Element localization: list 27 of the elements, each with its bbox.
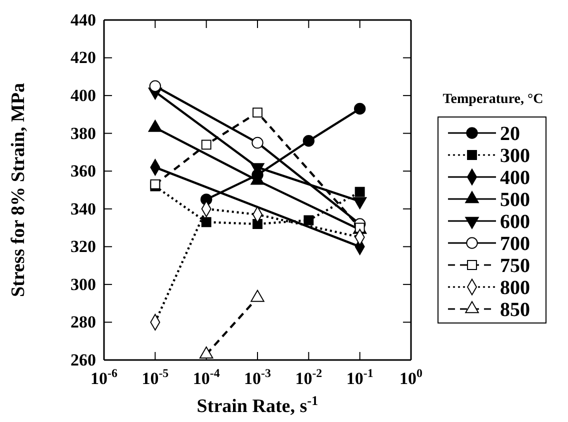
x-tick-label: 10$^{-3}$ [244,366,272,388]
legend-label: 800 [500,277,530,299]
legend-label: 850 [500,299,530,321]
y-tick-label: 300 [70,274,96,294]
legend-label: 400 [500,167,530,189]
legend-label: 700 [500,233,530,255]
y-tick-label: 360 [70,162,96,181]
x-tick-label: 10$^{-5}$ [142,366,169,388]
legend-label: 500 [500,189,530,211]
y-tick-label: 420 [70,48,96,68]
y-tick-label: 320 [70,237,96,256]
x-tick-label: 10$^{-2}$ [295,366,322,388]
legend-label: 600 [500,211,530,233]
legend-title: Temperature, °C [442,92,544,107]
y-tick-label: 380 [70,124,96,143]
y-axis-title: Stress for 8% Strain, MPa [8,82,29,298]
x-tick-label: 10$^{-4}$ [192,366,220,388]
y-tick-label: 340 [70,199,96,218]
y-tick-label: 400 [70,86,96,105]
x-tick-label: 10$^{0}$ [400,366,423,388]
x-axis-title: Strain Rate, s$^{-1}$ [196,392,318,417]
legend-label: 750 [500,255,530,277]
legend-label: 300 [500,145,530,167]
y-tick-label: 280 [70,312,96,332]
y-tick-label: 440 [70,10,96,30]
x-tick-label: 10$^{-1}$ [346,366,374,388]
legend-label: 20 [500,123,520,145]
